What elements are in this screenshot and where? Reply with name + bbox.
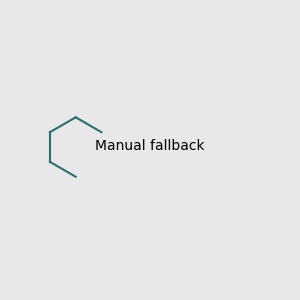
Text: Manual fallback: Manual fallback xyxy=(95,139,205,153)
